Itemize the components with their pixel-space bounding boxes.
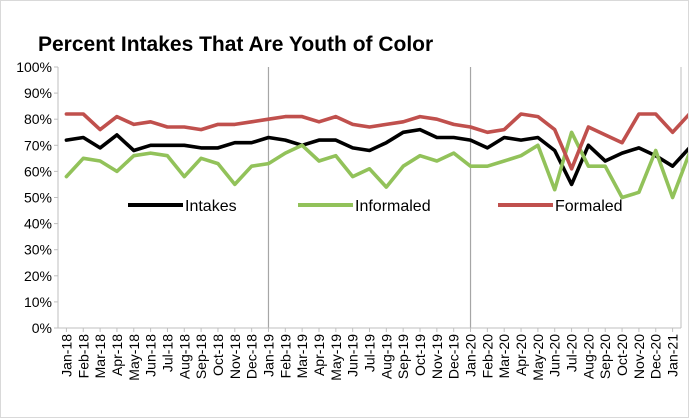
- x-tick-label: Oct-20: [614, 334, 630, 376]
- legend-item-formaled: Formaled: [498, 198, 623, 215]
- legend-item-informaled: Informaled: [298, 198, 431, 215]
- legend: Intakes Informaled Formaled: [128, 198, 623, 215]
- x-tick-label: Oct-19: [412, 334, 428, 376]
- y-tick-label: 90%: [24, 85, 52, 101]
- y-tick-label: 80%: [24, 111, 52, 127]
- series-line-formaled: [64, 112, 688, 171]
- series-layer: [64, 112, 688, 200]
- x-tick-label: Aug-18: [176, 334, 192, 379]
- y-tick-label: 70%: [24, 137, 52, 153]
- y-tick-label: 0%: [32, 320, 52, 336]
- x-tick-label: Mar-20: [496, 334, 512, 379]
- x-tick-label: Sep-19: [395, 334, 411, 379]
- x-tick-label: Dec-18: [244, 334, 260, 379]
- x-tick-label: Jan-18: [58, 334, 74, 377]
- x-tick-label: Feb-20: [479, 334, 495, 379]
- x-tick-label: May-18: [126, 334, 142, 381]
- x-tick-label: Sep-18: [193, 334, 209, 379]
- y-tick-label: 20%: [24, 268, 52, 284]
- x-tick-label: Nov-18: [227, 334, 243, 379]
- x-tick-label: Jun-19: [345, 334, 361, 377]
- x-tick-label: Jun-20: [547, 334, 563, 377]
- y-tick-label: 100%: [16, 59, 52, 75]
- y-tick-label: 40%: [24, 216, 52, 232]
- y-tick-label: 60%: [24, 163, 52, 179]
- x-tick-label: Aug-19: [378, 334, 394, 379]
- x-tick-label: Apr-19: [311, 334, 327, 376]
- x-tick-label: Nov-20: [631, 334, 647, 379]
- x-tick-label: May-19: [328, 334, 344, 381]
- x-tick-label: Jan-19: [260, 334, 276, 377]
- x-tick-label: Oct-18: [210, 334, 226, 376]
- y-tick-label: 10%: [24, 294, 52, 310]
- x-tick-label: Mar-19: [294, 334, 310, 379]
- x-tick-label: Feb-18: [75, 334, 91, 379]
- x-tick-label: Dec-19: [446, 334, 462, 379]
- x-tick-label: May-20: [530, 334, 546, 381]
- y-tick-label: 30%: [24, 242, 52, 258]
- chart-title: Percent Intakes That Are Youth of Color: [38, 33, 433, 56]
- y-tick-label: 50%: [24, 190, 52, 206]
- x-tick-label: Jan-21: [665, 334, 681, 377]
- x-tick-label: Aug-20: [580, 334, 596, 379]
- x-tick-label: Apr-18: [109, 334, 125, 376]
- series-line-intakes: [64, 127, 688, 187]
- x-tick-label: Jan-20: [463, 334, 479, 377]
- x-tick-label: Jul-18: [159, 334, 175, 372]
- legend-label: Intakes: [185, 198, 237, 215]
- axis-layer: 0%10%20%30%40%50%60%70%80%90%100%Jan-18 F…: [16, 59, 682, 381]
- x-tick-label: Apr-20: [513, 334, 529, 376]
- legend-label: Informaled: [355, 198, 431, 215]
- x-tick-label: Mar-18: [92, 334, 108, 379]
- grid-layer: [267, 67, 472, 328]
- x-tick-label: Nov-19: [429, 334, 445, 379]
- x-tick-label: Sep-20: [597, 334, 613, 379]
- x-tick-label: Jul-20: [564, 334, 580, 372]
- x-tick-label: Jun-18: [143, 334, 159, 377]
- x-tick-label: Feb-19: [277, 334, 293, 379]
- legend-item-intakes: Intakes: [128, 198, 237, 215]
- x-tick-label: Dec-20: [648, 334, 664, 379]
- legend-label: Formaled: [555, 198, 623, 215]
- series-line-informaled: [64, 130, 688, 200]
- x-tick-label: Jul-19: [362, 334, 378, 372]
